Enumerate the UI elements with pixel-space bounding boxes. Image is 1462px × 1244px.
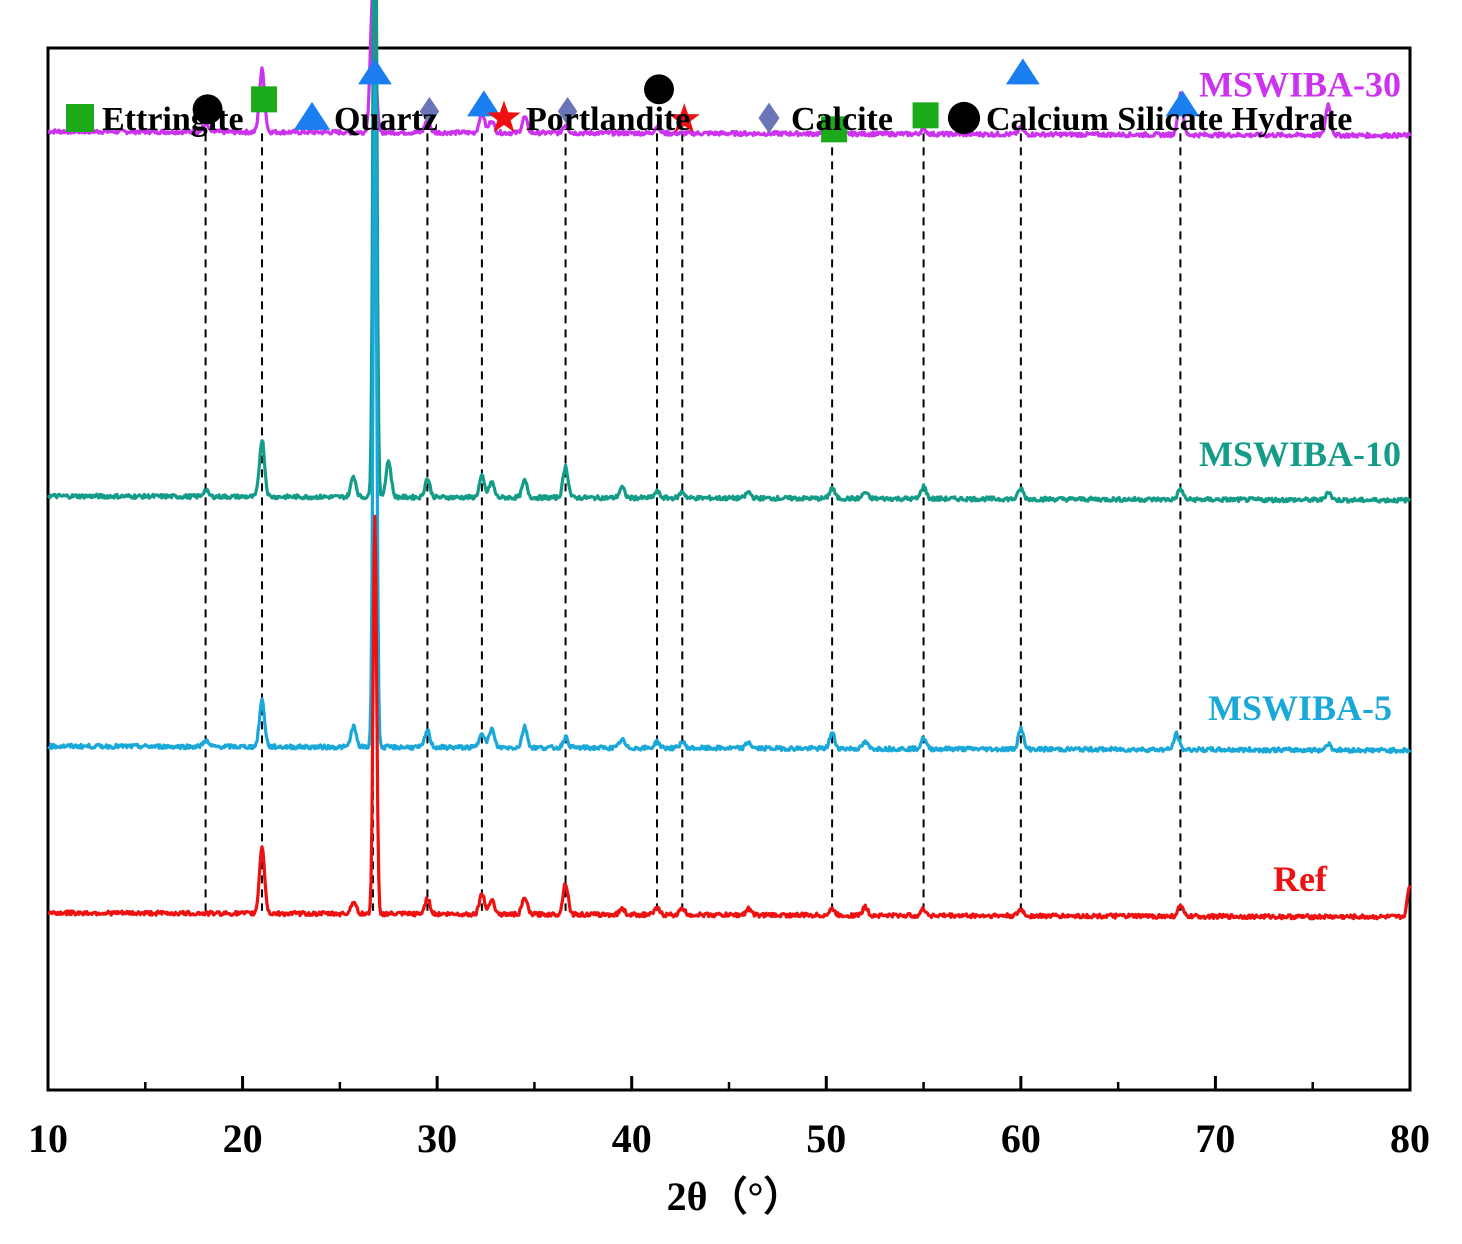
marker-square [912,102,939,129]
marker-triangle [358,58,392,85]
legend-label: Portlandite [526,101,690,138]
marker-square [251,86,278,113]
legend-star-icon [487,100,521,133]
legend-label: Calcite [791,101,893,138]
legend-label: Calcium Silicate Hydrate [986,101,1352,138]
marker-triangle [1165,90,1200,117]
x-axis-title: 2θ（°） [667,1174,804,1219]
x-tick-label: 60 [1001,1116,1041,1161]
x-tick-label: 70 [1195,1116,1235,1161]
marker-star [668,103,700,133]
phase-markers [192,58,1200,143]
legend-label: Quartz [334,101,438,138]
marker-triangle [1005,58,1040,85]
marker-circle [192,94,223,125]
x-tick-label: 10 [28,1116,68,1161]
series-label: MSWIBA-10 [1199,434,1401,474]
series-line-mswiba-10 [46,0,1411,504]
legend-diamond-icon [758,102,780,134]
series-line-ref [47,514,1412,921]
x-tick-label: 50 [806,1116,846,1161]
series-line-mswiba-5 [47,69,1412,754]
x-axis: 10 20 30 40 50 60 70 80 [28,1076,1430,1161]
series-labels: MSWIBA-30 MSWIBA-10 MSWIBA-5 Ref [1199,64,1401,899]
x-tick-label: 80 [1390,1116,1430,1161]
series-label: MSWIBA-5 [1208,688,1392,728]
marker-diamond [557,97,578,126]
marker-diamond [419,97,440,126]
legend-circle-icon [947,101,981,135]
series-label: MSWIBA-30 [1199,64,1401,104]
x-tick-label: 40 [612,1116,652,1161]
plot-frame [46,46,1412,1092]
x-tick-label: 30 [417,1116,457,1161]
marker-circle [644,74,674,105]
marker-triangle [466,90,501,117]
legend-square-icon [66,104,94,132]
legend: Ettringite Quartz Portlandite Calcite Calciu… [66,100,1352,138]
x-tick-label: 20 [223,1116,263,1161]
series-label: Ref [1273,859,1328,899]
marker-square [821,116,848,143]
phase-guide-lines [204,133,1182,911]
legend-triangle-icon [293,101,331,130]
legend-label: Ettringite [102,101,244,138]
